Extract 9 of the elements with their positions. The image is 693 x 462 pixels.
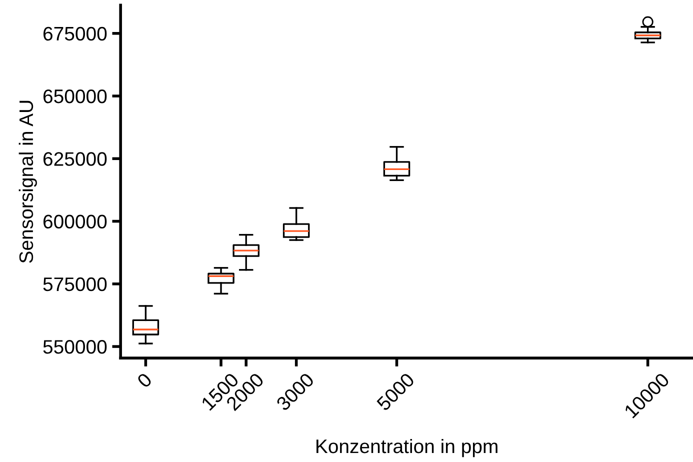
y-tick-label: 675000 (43, 26, 107, 41)
y-tick-label: 575000 (43, 277, 107, 292)
y-tick-label: 600000 (43, 214, 107, 229)
y-tick-label: 625000 (43, 152, 107, 166)
y-tick-label: 550000 (43, 340, 107, 354)
x-tick-label: 0 (136, 372, 153, 388)
y-axis-title: Sensorsignal in AU (18, 100, 37, 263)
y-tick-label: 650000 (43, 89, 107, 104)
x-axis-title: Konzentration in ppm (316, 438, 498, 458)
